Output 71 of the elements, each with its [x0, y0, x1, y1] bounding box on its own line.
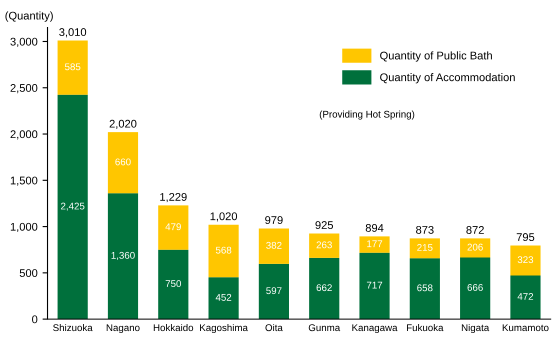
data-label: 177: [367, 240, 382, 248]
total-label: 872: [466, 226, 484, 234]
bar: [359, 236, 390, 253]
data-label: 215: [417, 244, 433, 251]
bar: [309, 258, 340, 320]
data-label: 658: [417, 284, 433, 292]
data-label: 382: [266, 242, 282, 249]
bar: [158, 250, 188, 320]
data-label: 1,360: [112, 252, 135, 260]
total-label: 1,229: [160, 193, 187, 202]
y-axis-title: (Quantity): [5, 11, 53, 22]
y-tick-label: 3,000: [10, 38, 38, 47]
total-label: 925: [315, 221, 334, 230]
total-label: 873: [416, 226, 434, 234]
legend-label: Quantity of Public Bath: [380, 51, 492, 62]
total-label: 795: [516, 233, 534, 242]
bar: [258, 264, 290, 320]
data-label: 206: [468, 244, 483, 251]
bar: [58, 40, 88, 95]
x-tick-label: Hokkaido: [154, 324, 194, 332]
data-label: 452: [216, 294, 232, 301]
y-tick-label: 2,500: [10, 84, 38, 94]
data-label: 666: [468, 284, 483, 291]
x-tick-label: Gunma: [308, 324, 340, 332]
bar: [410, 238, 440, 258]
bar: [208, 224, 239, 278]
y-tick-label: 2,000: [10, 130, 38, 140]
x-tick-label: Kanagawa: [352, 324, 398, 334]
data-label: 585: [64, 63, 80, 70]
data-label: 660: [115, 158, 131, 166]
bar: [108, 132, 138, 194]
x-tick-label: Nagano: [106, 324, 140, 334]
total-label: 894: [366, 224, 384, 232]
bar: [510, 246, 541, 276]
bar: [258, 228, 290, 264]
total-label: 979: [265, 216, 283, 224]
bar: [410, 258, 440, 320]
x-tick-label: Nigata: [462, 324, 490, 334]
bar: [460, 238, 490, 258]
x-tick-label: Oita: [265, 324, 283, 332]
data-label: 717: [366, 282, 382, 288]
total-label: 1,020: [210, 212, 238, 222]
x-tick-label: Shizuoka: [53, 324, 93, 332]
y-tick-label: 500: [20, 269, 38, 277]
bar: [309, 234, 340, 258]
bar: [460, 257, 490, 320]
data-label: 750: [166, 280, 182, 288]
y-tick-label: 0: [32, 315, 38, 324]
data-label: 263: [316, 241, 332, 248]
x-tick-label: Kumamoto: [502, 324, 549, 332]
bar: [510, 275, 541, 320]
bar: [108, 193, 138, 320]
legend-label: Quantity of Accommodation: [380, 73, 515, 84]
data-label: 472: [518, 293, 534, 300]
bar: [359, 252, 390, 320]
bar: [208, 277, 239, 320]
data-label: 323: [518, 256, 534, 264]
total-label: 2,020: [110, 120, 136, 129]
x-tick-label: Kagoshima: [200, 324, 248, 334]
bar: [58, 94, 88, 320]
y-tick-label: 1,500: [10, 176, 38, 186]
data-label: 2,425: [60, 202, 84, 211]
data-label: 662: [316, 284, 332, 292]
data-label: 568: [216, 246, 232, 254]
data-label: 597: [266, 287, 282, 294]
data-label: 479: [165, 223, 181, 230]
total-label: 3,010: [59, 28, 86, 38]
annotation: (Providing Hot Spring): [320, 110, 414, 120]
x-tick-label: Fukuoka: [406, 324, 444, 332]
bar: [158, 205, 188, 250]
y-tick-label: 1,000: [10, 222, 38, 232]
